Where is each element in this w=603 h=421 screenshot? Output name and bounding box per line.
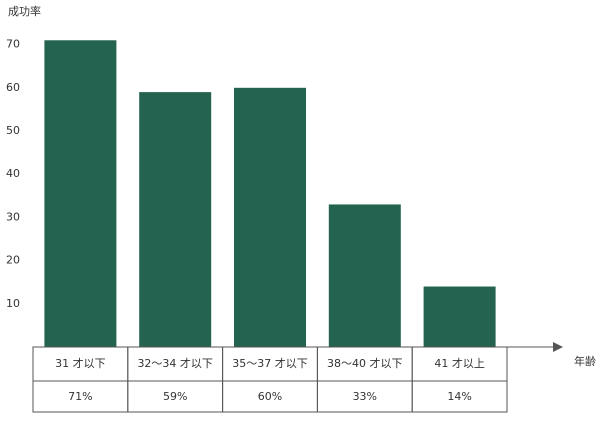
value-label: 14% [447, 390, 471, 403]
x-tick-label: 38～40 才以下 [327, 356, 403, 370]
y-tick-label: 20 [6, 254, 20, 267]
y-tick-label: 70 [6, 38, 20, 51]
y-tick-label: 60 [6, 81, 20, 94]
table-cell [411, 380, 508, 413]
x-tick-label: 31 才以下 [55, 356, 106, 370]
value-label: 33% [353, 390, 377, 403]
bar [328, 204, 401, 347]
x-tick-label: 35～37 才以下 [232, 356, 308, 370]
bar [234, 87, 306, 348]
y-axis-label: 成功率 [8, 4, 41, 18]
axis-arrow [553, 342, 563, 352]
value-label: 59% [163, 390, 187, 403]
x-axis-label: 年齢 [574, 354, 596, 368]
y-tick-label: 30 [6, 210, 20, 223]
value-label: 60% [258, 390, 282, 403]
bar [423, 286, 496, 347]
y-tick-label: 50 [6, 124, 20, 137]
bar [139, 92, 212, 348]
x-tick-label: 32～34 才以下 [137, 356, 213, 370]
x-tick-label: 41 才以上 [434, 356, 485, 370]
value-label: 71% [68, 390, 92, 403]
y-tick-label: 40 [6, 167, 20, 180]
bar [44, 40, 117, 347]
y-tick-label: 10 [6, 297, 20, 310]
